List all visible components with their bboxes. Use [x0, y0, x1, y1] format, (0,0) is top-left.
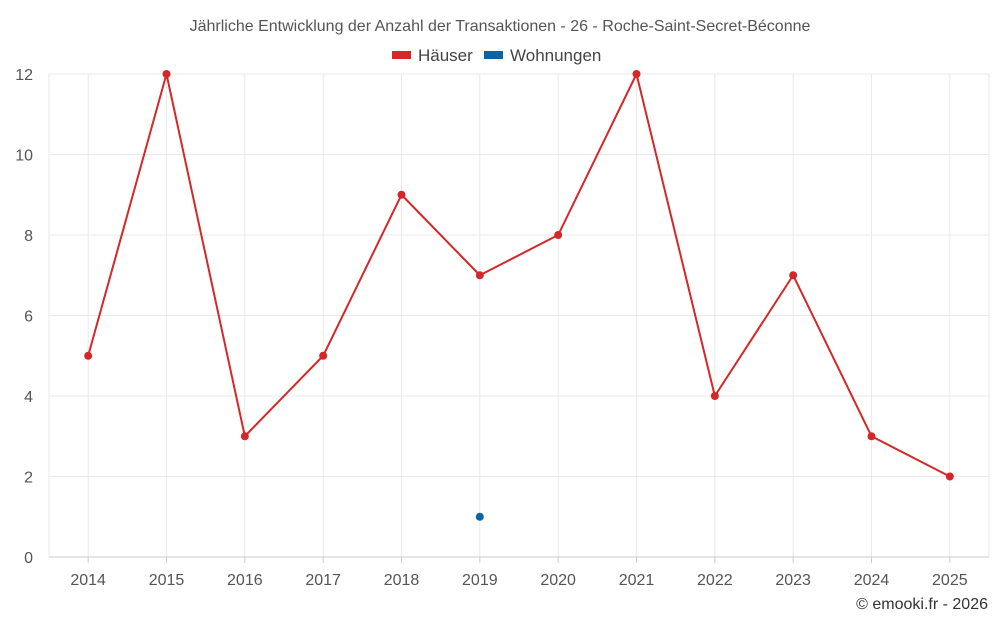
data-point[interactable]	[162, 70, 171, 78]
data-point[interactable]	[867, 432, 876, 441]
x-tick-label: 2018	[384, 572, 420, 589]
x-tick-label: 2021	[619, 572, 655, 589]
credit-text: © emooki.fr - 2026	[856, 596, 988, 613]
data-point[interactable]	[789, 271, 798, 280]
x-tick-label: 2016	[227, 572, 263, 589]
y-tick-label: 8	[24, 228, 33, 245]
legend-label-haeuser[interactable]: Häuser	[418, 46, 473, 65]
legend-swatch-haeuser[interactable]	[392, 51, 411, 59]
x-tick-label: 2024	[854, 572, 890, 589]
x-tick-label: 2019	[462, 572, 498, 589]
x-tick-label: 2015	[149, 572, 185, 589]
data-point[interactable]	[554, 231, 563, 239]
grid-lines	[48, 73, 990, 557]
x-tick-label: 2014	[70, 572, 106, 589]
data-point[interactable]	[397, 190, 406, 199]
x-tick-label: 2023	[775, 572, 811, 589]
series-line	[87, 73, 951, 478]
series	[84, 70, 954, 521]
data-point[interactable]	[475, 512, 484, 521]
x-tick-label: 2020	[540, 572, 576, 589]
y-tick-label: 0	[24, 550, 33, 567]
y-tick-label: 10	[15, 148, 33, 165]
y-tick-label: 2	[24, 470, 33, 487]
y-tick-label: 6	[24, 309, 33, 326]
axes: 0 2 4 6 8 10 12 2014 2015 2016 2017 2018 2019 2020 202…	[15, 67, 989, 589]
data-point[interactable]	[710, 392, 719, 400]
data-point[interactable]	[632, 70, 641, 78]
y-tick-label: 4	[24, 389, 33, 406]
x-tick-label: 2017	[305, 572, 341, 589]
y-tick-label: 12	[15, 67, 33, 84]
x-tick-label: 2025	[932, 572, 968, 589]
x-tick-label: 2022	[697, 572, 733, 589]
series-wohnungen	[475, 512, 484, 521]
chart-title: Jährliche Entwicklung der Anzahl der Tra…	[190, 18, 811, 35]
data-point[interactable]	[945, 472, 954, 481]
data-point[interactable]	[240, 432, 249, 441]
data-point[interactable]	[84, 351, 93, 360]
legend-swatch-wohnungen[interactable]	[484, 51, 503, 59]
legend-label-wohnungen[interactable]: Wohnungen	[510, 46, 601, 65]
data-point[interactable]	[475, 271, 484, 280]
data-point[interactable]	[319, 351, 328, 360]
series-haeuser	[84, 70, 954, 481]
chart-legend: Häuser Wohnungen	[392, 46, 601, 65]
